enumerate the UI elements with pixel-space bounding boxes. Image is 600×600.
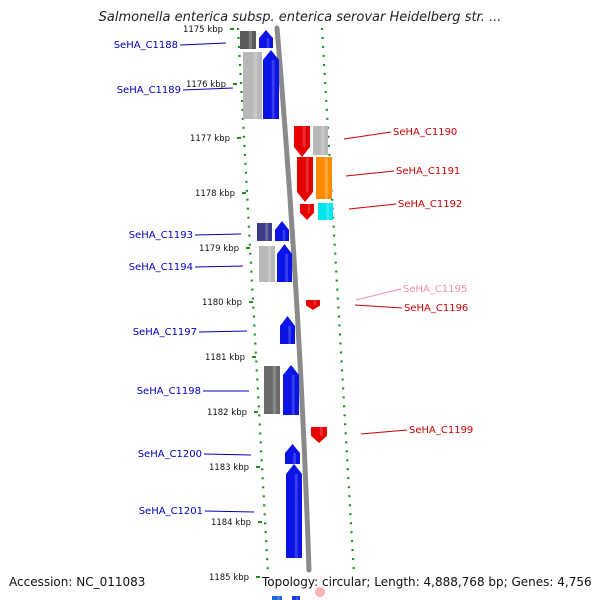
tick-label: 1180 kbp	[202, 298, 242, 308]
tick-label: 1183 kbp	[209, 463, 249, 473]
dotted-guide-1	[320, 27, 356, 576]
gene-label-seha_c1201[interactable]: SeHA_C1201	[139, 506, 203, 517]
accession-text: Accession: NC_011083	[9, 575, 146, 589]
tick-label: 1178 kbp	[195, 189, 235, 199]
gene-block-c1191	[316, 157, 332, 199]
tick-label: 1177 kbp	[190, 134, 230, 144]
gene-block-c1190	[313, 126, 328, 155]
genome-summary: Topology: circular; Length: 4,888,768 bp…	[262, 575, 592, 589]
gene-label-seha_c1189[interactable]: SeHA_C1189	[117, 85, 181, 96]
tick-label: 1176 kbp	[186, 80, 226, 90]
gene-label-seha_c1197[interactable]: SeHA_C1197	[133, 327, 197, 338]
gene-arrow-c1189[interactable]	[263, 50, 279, 119]
callout-line	[348, 203, 397, 210]
tick-label: 1184 kbp	[211, 518, 251, 528]
gene-label-seha_c1193[interactable]: SeHA_C1193	[129, 230, 193, 241]
gene-arrow-c1197[interactable]	[280, 316, 295, 344]
callout-line	[355, 288, 402, 301]
gene-arrow-c1194[interactable]	[277, 244, 292, 282]
gene-arrow-c1192[interactable]	[300, 204, 314, 220]
genome-backbone	[274, 25, 312, 573]
callout-line	[345, 170, 395, 177]
gene-label-seha_c1190[interactable]: SeHA_C1190	[393, 127, 457, 138]
gene-block-c1194	[259, 246, 275, 282]
gene-arrow-c1188[interactable]	[259, 30, 273, 48]
tick-label: 1182 kbp	[207, 408, 247, 418]
callout-line	[204, 510, 255, 513]
callout-line	[203, 453, 252, 456]
gene-label-seha_c1192[interactable]: SeHA_C1192	[398, 199, 462, 210]
gene-label-seha_c1191[interactable]: SeHA_C1191	[396, 166, 460, 177]
tick-label: 1181 kbp	[205, 353, 245, 363]
tick-labels: 1175 kbp 1176 kbp 1177 kbp 1178 kbp 1179 kbp…	[183, 25, 262, 583]
gene-label-seha_c1199[interactable]: SeHA_C1199	[409, 425, 473, 436]
gene-label-seha_c1200[interactable]: SeHA_C1200	[138, 449, 202, 460]
map-title: Salmonella enterica subsp. enterica sero…	[98, 10, 502, 25]
gene-block-c1193	[257, 223, 272, 241]
tick-label: 1179 kbp	[199, 244, 239, 254]
tick-label: 1185 kbp	[209, 573, 249, 583]
callout-line	[360, 429, 408, 435]
callout-line	[343, 131, 392, 140]
callout-line	[194, 265, 244, 268]
gene-block-c1189	[243, 52, 262, 119]
callout-line	[194, 233, 242, 236]
gene-arrow-c1198[interactable]	[283, 365, 299, 415]
gene-label-seha_c1194[interactable]: SeHA_C1194	[129, 262, 193, 273]
gene-label-seha_c1195[interactable]: SeHA_C1195	[403, 284, 467, 295]
callout-line	[182, 87, 234, 91]
gene-block-c1198	[264, 366, 280, 414]
gene-arrow-c1199[interactable]	[311, 427, 327, 443]
gene-label-seha_c1198[interactable]: SeHA_C1198	[137, 386, 201, 397]
gene-arrow-c1201[interactable]	[286, 464, 302, 558]
gene-dot-bottom	[315, 587, 325, 597]
gene-label-seha_c1188[interactable]: SeHA_C1188	[114, 40, 178, 51]
dotted-guides	[236, 27, 356, 576]
callout-line	[354, 304, 403, 309]
dotted-guide-0	[236, 27, 270, 576]
gene-arrow-c1191[interactable]	[297, 157, 313, 202]
gene-arrow-c1200[interactable]	[285, 444, 300, 464]
gene-arrow-c1190[interactable]	[294, 126, 310, 157]
gene-block-c1192	[318, 203, 333, 220]
tick-label: 1175 kbp	[183, 25, 223, 35]
gene-label-seha_c1196[interactable]: SeHA_C1196	[404, 303, 468, 314]
gene-features	[240, 30, 333, 600]
gene-block-bottom-2	[292, 596, 300, 600]
label-callouts	[179, 42, 408, 513]
gene-labels: SeHA_C1188 SeHA_C1189 SeHA_C1190 SeHA_C1191…	[114, 40, 474, 517]
gene-block-arrow-c1193[interactable]	[275, 221, 289, 241]
callout-line	[198, 330, 248, 333]
callout-line	[179, 42, 227, 46]
gene-block-bottom-1	[272, 596, 282, 600]
gene-arrow-c1196[interactable]	[306, 300, 320, 310]
gene-block-c1188	[240, 31, 256, 49]
